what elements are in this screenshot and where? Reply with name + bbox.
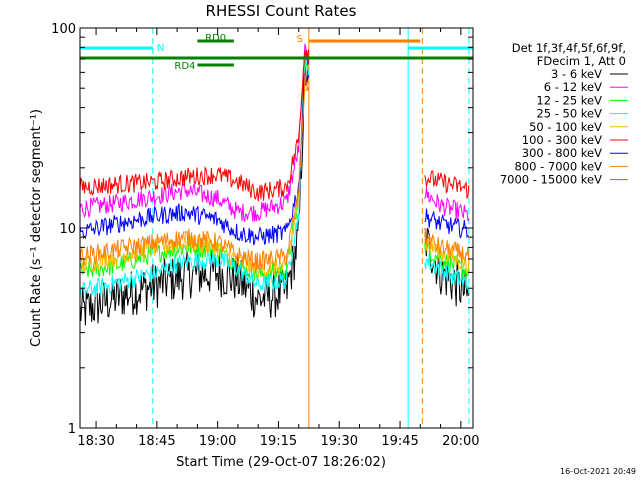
y-tick-label-2: 100 [51, 22, 76, 37]
generation-timestamp: 16-Oct-2021 20:49 [560, 467, 636, 476]
axes: 18:30 18:45 19:00 19:15 19:30 19:45 20:00 1 10 10… [51, 22, 479, 449]
x-tick-label-0: 18:30 [77, 434, 114, 449]
series-line-6 [79, 71, 470, 246]
series-line-3 [79, 58, 470, 299]
legend-label-7: 800 - 7000 keV [514, 159, 602, 173]
legend-label-3: 25 - 50 keV [536, 107, 602, 121]
series-line-5 [79, 49, 470, 202]
x-tick-label-6: 20:00 [442, 434, 479, 449]
legend-label-1: 6 - 12 keV [544, 80, 602, 94]
legend-label-8: 7000 - 15000 keV [500, 173, 602, 187]
x-tick-label-4: 19:30 [321, 434, 358, 449]
legend-label-6: 300 - 800 keV [522, 146, 602, 160]
annotation-label-3: RD0 [205, 33, 226, 44]
legend: Det 1f,3f,4f,5f,6f,9f,FDecim 1, Att 03 -… [500, 41, 628, 187]
x-tick-label-1: 18:45 [138, 434, 175, 449]
x-tick-label-3: 19:15 [260, 434, 297, 449]
series-line-2 [79, 51, 470, 284]
series-line-4 [79, 87, 470, 278]
annotation-label-5: S [296, 34, 302, 45]
legend-header-1: FDecim 1, Att 0 [537, 54, 626, 68]
legend-header-0: Det 1f,3f,4f,5f,6f,9f, [512, 41, 626, 55]
x-tick-label-2: 19:00 [199, 434, 236, 449]
legend-label-4: 50 - 100 keV [529, 120, 602, 134]
legend-label-0: 3 - 6 keV [551, 67, 602, 81]
series-lines [79, 43, 470, 326]
plot-frame [79, 27, 474, 429]
y-axis-label: Count Rate (s⁻¹ detector segment⁻¹) [29, 109, 44, 347]
x-tick-label-5: 19:45 [381, 434, 418, 449]
x-axis-label: Start Time (29-Oct-07 18:26:02) [176, 455, 386, 470]
legend-label-5: 100 - 300 keV [522, 133, 602, 147]
series-line-7 [79, 70, 470, 271]
y-tick-label-0: 1 [68, 422, 76, 437]
legend-label-2: 12 - 25 keV [536, 93, 602, 107]
annotation-label-0: N [157, 43, 164, 54]
chart-title: RHESSI Count Rates [206, 2, 357, 20]
annotation-label-2: RD4 [174, 61, 195, 72]
y-tick-label-1: 10 [59, 222, 76, 237]
series-line-1 [79, 43, 470, 222]
annotation-bars: N RD4 RD0 S [80, 33, 473, 72]
